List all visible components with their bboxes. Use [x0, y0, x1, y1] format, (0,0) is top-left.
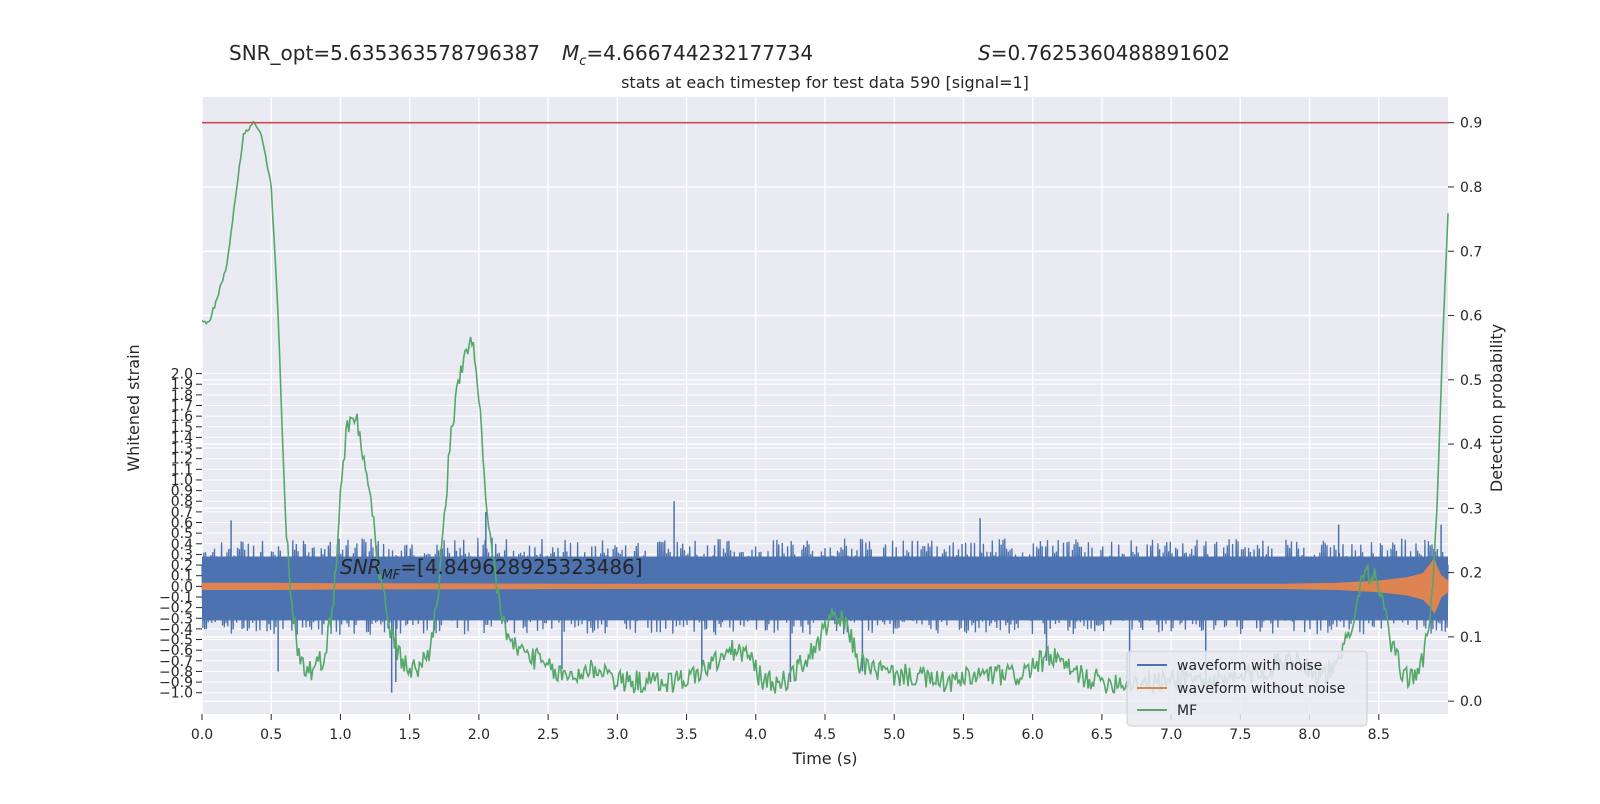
mc-value: =4.666744232177734 — [586, 41, 813, 65]
x-tick-label: 3.0 — [606, 727, 628, 743]
right-tick-labels: 0.0 0.1 0.2 0.3 0.4 0.5 0.6 0.7 0.8 0.9 — [1448, 116, 1482, 710]
left-tick-label: 0.9 — [171, 484, 193, 500]
x-tick-labels: 0.0 0.5 1.0 1.5 2.0 2.5 3.0 3.5 4.0 4.5 5.0 5.5 6.0 6… — [191, 714, 1390, 743]
right-tick-label: 0.7 — [1460, 244, 1482, 260]
left-tick-label: 1.6 — [171, 409, 193, 425]
snr-mf-symbol: SNR — [340, 555, 382, 579]
x-tick-label: 0.5 — [260, 727, 282, 743]
left-tick-label: 1.3 — [171, 441, 193, 457]
suptitle-mc: Mc=4.666744232177734 — [562, 41, 813, 69]
left-tick-label: −0.3 — [159, 611, 193, 627]
right-tick-label: 0.5 — [1460, 373, 1482, 389]
suptitle-s: S=0.7625360488891602 — [978, 41, 1230, 65]
left-tick-label: 1.1 — [171, 462, 193, 478]
x-tick-label: 6.0 — [1022, 727, 1044, 743]
left-tick-label: 1.7 — [171, 399, 193, 415]
left-tick-label: 1.5 — [171, 420, 193, 436]
right-tick-label: 0.9 — [1460, 116, 1482, 132]
legend-label-waveform-without-noise: waveform without noise — [1177, 681, 1345, 697]
x-tick-label: 7.0 — [1160, 727, 1182, 743]
left-tick-label: 0.4 — [171, 537, 193, 553]
left-tick-label: 1.8 — [171, 388, 193, 404]
snr-mf-value: =[4.849628925323486] — [400, 555, 642, 579]
snr-mf-annotation: SNRMF=[4.849628925323486] — [340, 555, 643, 583]
x-tick-label: 4.0 — [745, 727, 767, 743]
left-tick-label: −0.6 — [159, 643, 193, 659]
left-tick-labels: −1.0−0.9−0.8−0.7−0.6−0.5−0.4−0.3−0.2−0.1… — [159, 367, 202, 702]
snr-mf-subscript: MF — [382, 568, 401, 583]
suptitle-snr-opt: SNR_opt=5.635363578796387 — [229, 41, 540, 65]
x-axis-label: Time (s) — [791, 749, 857, 768]
x-tick-label: 5.5 — [952, 727, 974, 743]
left-tick-label: 0.8 — [171, 494, 193, 510]
left-tick-label: −0.5 — [159, 633, 193, 649]
left-tick-label: −0.9 — [159, 675, 193, 691]
left-tick-label: 0.2 — [171, 558, 193, 574]
left-tick-label: −0.1 — [159, 590, 193, 606]
left-tick-label: −0.4 — [159, 622, 193, 638]
left-tick-label: 0.5 — [171, 526, 193, 542]
left-tick-label: 1.2 — [171, 452, 193, 468]
left-tick-label: 1.9 — [171, 377, 193, 393]
x-tick-label: 2.5 — [537, 727, 559, 743]
legend: waveform with noise waveform without noi… — [1126, 650, 1368, 727]
right-axis-label: Detection probability — [1487, 324, 1506, 492]
left-tick-label: 2.0 — [171, 367, 193, 383]
x-tick-label: 6.5 — [1091, 727, 1113, 743]
left-tick-label: −1.0 — [159, 686, 193, 702]
x-tick-label: 1.5 — [399, 727, 421, 743]
mc-subscript: c — [579, 54, 586, 69]
x-tick-label: 8.5 — [1368, 727, 1390, 743]
x-tick-label: 3.5 — [675, 727, 697, 743]
left-tick-label: 0.0 — [171, 579, 193, 595]
legend-box — [1126, 650, 1368, 727]
left-tick-label: 0.1 — [171, 569, 193, 585]
right-tick-label: 0.0 — [1460, 694, 1482, 710]
left-axis-label: Whitened strain — [124, 344, 143, 471]
left-tick-label: 1.0 — [171, 473, 193, 489]
right-tick-label: 0.6 — [1460, 309, 1482, 325]
s-value: =0.7625360488891602 — [991, 41, 1230, 65]
left-tick-label: 1.4 — [171, 430, 193, 446]
left-tick-label: 0.6 — [171, 516, 193, 532]
right-tick-label: 0.4 — [1460, 437, 1482, 453]
s-symbol: S — [978, 41, 991, 65]
x-tick-label: 0.0 — [191, 727, 213, 743]
left-tick-label: −0.2 — [159, 601, 193, 617]
x-tick-label: 4.5 — [814, 727, 836, 743]
legend-label-mf: MF — [1177, 703, 1197, 719]
right-tick-label: 0.3 — [1460, 501, 1482, 517]
left-tick-label: −0.8 — [159, 664, 193, 680]
left-tick-label: −0.7 — [159, 654, 193, 670]
left-tick-label: 0.7 — [171, 505, 193, 521]
chart-title: stats at each timestep for test data 590… — [621, 73, 1029, 92]
right-tick-label: 0.2 — [1460, 566, 1482, 582]
right-tick-label: 0.1 — [1460, 630, 1482, 646]
mc-symbol: M — [562, 41, 579, 65]
x-tick-label: 5.0 — [883, 727, 905, 743]
x-tick-label: 1.0 — [329, 727, 351, 743]
x-tick-label: 2.0 — [468, 727, 490, 743]
legend-label-waveform-with-noise: waveform with noise — [1177, 658, 1322, 674]
series-waveform-without-noise — [201, 557, 1449, 614]
x-tick-label: 8.0 — [1298, 727, 1320, 743]
x-tick-label: 7.5 — [1229, 727, 1251, 743]
left-tick-label: 0.3 — [171, 547, 193, 563]
right-tick-label: 0.8 — [1460, 180, 1482, 196]
